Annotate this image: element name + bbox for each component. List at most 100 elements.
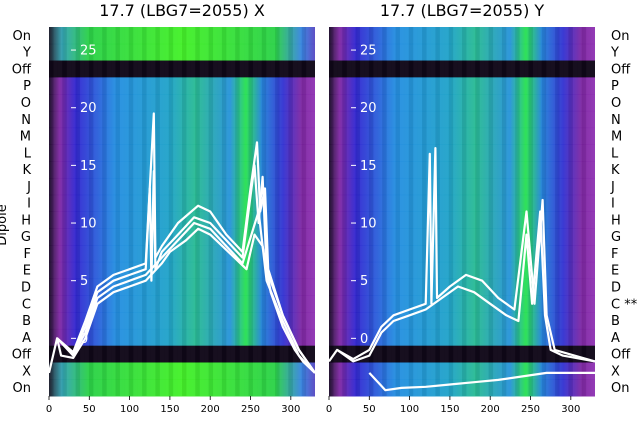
heatmap-stripe bbox=[160, 27, 164, 396]
row-label: Off bbox=[611, 348, 631, 363]
row-label: F bbox=[24, 247, 31, 262]
heatmap-stripe bbox=[280, 27, 284, 396]
heatmap-stripe bbox=[466, 27, 470, 396]
heatmap-stripe bbox=[288, 27, 293, 396]
y-tick-label: 25 bbox=[80, 44, 97, 59]
heatmap-stripe bbox=[182, 27, 187, 396]
y-tick-label: 15 bbox=[80, 159, 97, 174]
row-label: On bbox=[611, 29, 629, 44]
heatmap-stripe bbox=[155, 27, 160, 396]
heatmap-stripe bbox=[271, 27, 275, 396]
heatmap-row bbox=[329, 379, 595, 397]
heatmap-stripe bbox=[391, 27, 395, 396]
y-tick-label: 5 bbox=[360, 274, 368, 289]
row-label: On bbox=[13, 29, 31, 44]
heatmap-stripe bbox=[493, 27, 497, 396]
row-label: M bbox=[20, 130, 31, 145]
heatmap-stripe bbox=[448, 27, 454, 396]
heatmap-row bbox=[329, 194, 595, 212]
row-label: Y bbox=[610, 46, 619, 61]
heatmap-row bbox=[49, 328, 315, 347]
heatmap-stripe bbox=[488, 27, 494, 396]
row-label: K bbox=[22, 163, 31, 178]
row-label: I bbox=[27, 197, 31, 212]
heatmap-stripe bbox=[573, 27, 577, 396]
heatmap-stripe bbox=[404, 27, 408, 396]
row-label: I bbox=[611, 197, 615, 212]
heatmap-stripe bbox=[422, 27, 427, 396]
heatmap-row bbox=[329, 144, 595, 162]
heatmap-stripe bbox=[221, 27, 227, 396]
x-tick-label: 150 bbox=[440, 404, 459, 415]
heatmap-row bbox=[329, 177, 595, 196]
heatmap-stripe bbox=[400, 27, 404, 396]
heatmap-stripe bbox=[347, 27, 351, 396]
heatmap-row bbox=[49, 127, 315, 145]
heatmap-background-y bbox=[329, 27, 595, 397]
heatmap-stripe bbox=[418, 27, 422, 396]
panel-x: 17.7 (LBG7=2055) X OnYOffPONMLKJIHGFEDCB… bbox=[0, 1, 316, 415]
x-tick-label: 100 bbox=[120, 404, 139, 415]
row-label: B bbox=[22, 314, 31, 329]
heatmap-stripe bbox=[395, 27, 400, 396]
heatmap-stripe bbox=[248, 27, 253, 396]
heatmap-row bbox=[329, 161, 595, 179]
series-group-x bbox=[47, 112, 316, 374]
heatmap-row bbox=[49, 77, 315, 95]
heatmap-stripe bbox=[586, 27, 590, 396]
heatmap-stripe bbox=[231, 27, 235, 396]
heatmap-stripe bbox=[484, 27, 488, 396]
heatmap-stripe bbox=[520, 27, 524, 396]
heatmap-row bbox=[329, 345, 595, 363]
heatmap-stripe bbox=[217, 27, 221, 396]
heatmap-row bbox=[329, 77, 595, 95]
heatmap-stripe bbox=[413, 27, 417, 396]
row-label: A bbox=[611, 331, 620, 346]
row-label: O bbox=[21, 96, 31, 111]
row-label: H bbox=[21, 213, 31, 228]
heatmap-stripe bbox=[124, 27, 128, 396]
heatmap-row bbox=[49, 27, 315, 45]
heatmap-stripe bbox=[515, 27, 520, 396]
heatmap-stripe bbox=[297, 27, 301, 396]
row-label: P bbox=[23, 79, 31, 94]
y-tick-label: 20 bbox=[360, 101, 377, 116]
row-label: K bbox=[611, 163, 620, 178]
heatmap-stripe bbox=[98, 27, 102, 396]
x-ticks-y: 0 50 100 150 200 250 300 bbox=[326, 396, 580, 415]
heatmap-stripe bbox=[62, 27, 67, 396]
heatmap-stripe bbox=[471, 27, 475, 396]
heatmap-stripe bbox=[213, 27, 217, 396]
heatmap-stripe bbox=[453, 27, 457, 396]
heatmap-row bbox=[329, 295, 595, 313]
row-label: Off bbox=[12, 62, 32, 77]
heatmap-stripe bbox=[458, 27, 462, 396]
y-tick-label: 20 bbox=[80, 101, 97, 116]
heatmap-stripe bbox=[480, 27, 484, 396]
heatmap-stripe bbox=[173, 27, 177, 396]
heatmap-stripe bbox=[235, 27, 240, 396]
row-label: Y bbox=[22, 46, 31, 61]
heatmap-stripe bbox=[142, 27, 147, 396]
heatmap-stripe bbox=[168, 27, 174, 396]
heatmap-stripe bbox=[528, 27, 533, 396]
x-tick-label: 300 bbox=[281, 404, 300, 415]
heatmap-stripe bbox=[355, 27, 361, 396]
heatmap-stripe bbox=[378, 27, 382, 396]
heatmap-stripe bbox=[560, 27, 564, 396]
row-label: G bbox=[611, 230, 621, 245]
y-tick-label: 0 bbox=[360, 332, 368, 347]
row-label: F bbox=[611, 247, 618, 262]
heatmap-stripe bbox=[102, 27, 107, 396]
heatmap-row bbox=[49, 177, 315, 196]
heatmap-stripe bbox=[115, 27, 120, 396]
row-label: Off bbox=[611, 62, 631, 77]
y-tick-label: 15 bbox=[360, 159, 377, 174]
x-tick-label: 200 bbox=[481, 404, 500, 415]
heatmap-row bbox=[49, 379, 315, 397]
heatmap-stripe bbox=[301, 27, 307, 396]
heatmap-stripe bbox=[511, 27, 515, 396]
x-tick-label: 250 bbox=[241, 404, 260, 415]
